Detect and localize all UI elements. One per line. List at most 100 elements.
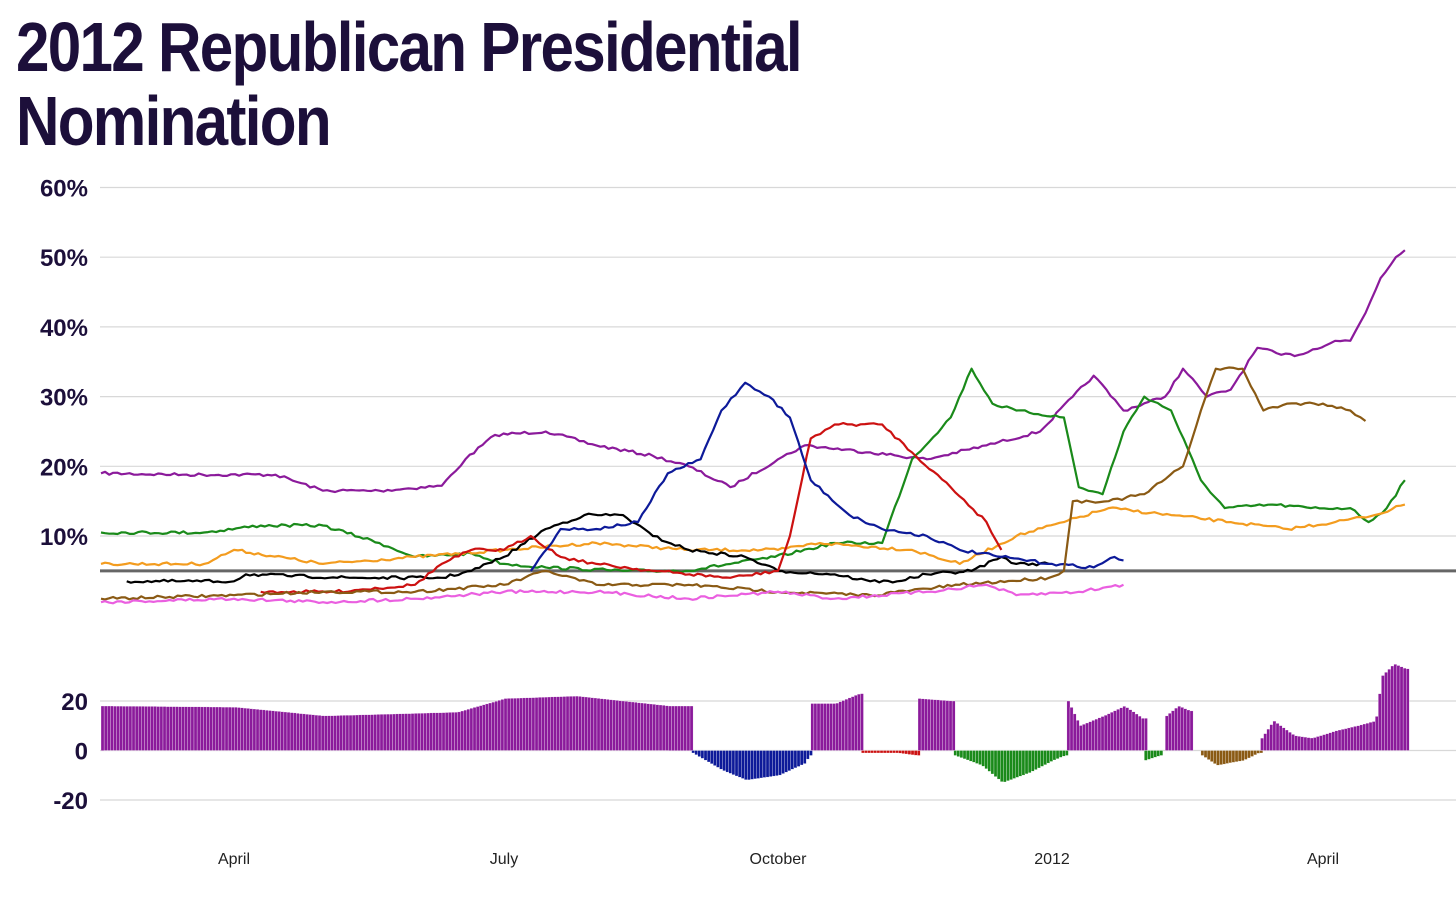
margin-bar bbox=[113, 705, 117, 751]
margin-bar bbox=[860, 693, 864, 751]
margin-bar bbox=[544, 696, 548, 751]
margin-bar bbox=[1337, 729, 1342, 751]
margin-bar bbox=[787, 750, 791, 771]
margin-bar bbox=[255, 709, 260, 751]
margin-bar bbox=[330, 715, 334, 751]
margin-bar bbox=[917, 698, 922, 751]
margin-bar bbox=[706, 750, 711, 763]
margin-bar bbox=[741, 750, 745, 779]
margin-bar bbox=[575, 695, 579, 751]
margin-bar bbox=[841, 700, 846, 751]
margin-bar bbox=[686, 705, 691, 751]
margin-bar bbox=[339, 715, 343, 751]
margin-bar bbox=[945, 700, 950, 751]
margin-bar bbox=[759, 750, 764, 779]
margin-bar bbox=[1171, 710, 1175, 751]
margin-bar bbox=[978, 750, 982, 765]
margin-bar bbox=[1046, 750, 1050, 764]
margin-bar bbox=[1177, 706, 1181, 751]
top-y-tick-label: 60% bbox=[40, 176, 88, 203]
margin-bar bbox=[438, 712, 443, 751]
margin-bar bbox=[373, 714, 378, 751]
margin-bar bbox=[212, 706, 216, 751]
series-line-2 bbox=[100, 367, 1406, 574]
margin-bar bbox=[609, 699, 613, 751]
margin-bar bbox=[370, 714, 374, 751]
margin-bar bbox=[889, 750, 893, 754]
margin-bar bbox=[965, 750, 970, 761]
margin-bar bbox=[716, 750, 720, 768]
margin-bar bbox=[1058, 750, 1063, 758]
margin-bar bbox=[1347, 727, 1351, 751]
margin-bar bbox=[1294, 735, 1298, 751]
margin-bar bbox=[299, 713, 303, 751]
margin-bar bbox=[882, 750, 887, 754]
margin-bar bbox=[153, 706, 157, 751]
top-y-tick-label: 40% bbox=[40, 315, 88, 342]
top-y-tick-label: 50% bbox=[40, 245, 88, 272]
margin-bar bbox=[327, 715, 331, 751]
margin-bar bbox=[1384, 672, 1388, 751]
margin-bar bbox=[643, 703, 647, 751]
margin-bar bbox=[209, 706, 213, 751]
margin-bar bbox=[448, 712, 452, 751]
margin-bar bbox=[1291, 734, 1295, 751]
margin-bar bbox=[286, 712, 291, 751]
margin-bar bbox=[1244, 750, 1248, 760]
margin-bar bbox=[1225, 750, 1229, 764]
top-y-tick-label: 30% bbox=[40, 385, 88, 412]
margin-bar bbox=[345, 715, 350, 751]
margin-bar bbox=[1015, 750, 1019, 778]
margin-bar bbox=[984, 750, 988, 769]
margin-bar bbox=[870, 750, 874, 754]
margin-bar bbox=[1353, 726, 1357, 751]
margin-bar bbox=[907, 750, 912, 755]
margin-bar bbox=[308, 714, 312, 751]
margin-bar bbox=[1393, 664, 1398, 751]
margin-bar bbox=[1216, 750, 1220, 766]
margin-bar bbox=[413, 713, 418, 751]
margin-bar bbox=[1113, 710, 1117, 751]
margin-bar bbox=[258, 709, 263, 751]
margin-bar bbox=[1072, 713, 1077, 751]
margin-bar bbox=[778, 750, 782, 776]
margin-bar bbox=[1297, 736, 1301, 751]
bottom-chart-y-tick-labels: 20 0 -20 bbox=[53, 689, 88, 815]
margin-bar bbox=[531, 697, 536, 751]
margin-bar bbox=[700, 750, 705, 759]
margin-bar bbox=[324, 715, 328, 751]
margin-bar bbox=[1085, 722, 1089, 751]
top-chart-y-tick-labels: 10% 20% 30% 40% 50% 60% bbox=[40, 176, 88, 552]
margin-bar bbox=[200, 706, 204, 751]
margin-bar bbox=[972, 750, 976, 763]
margin-bar bbox=[1319, 735, 1323, 751]
margin-bar bbox=[806, 750, 810, 760]
top-y-tick-label: 10% bbox=[40, 524, 88, 551]
margin-bar bbox=[975, 750, 979, 764]
margin-bar bbox=[193, 706, 198, 751]
margin-bar bbox=[1110, 712, 1114, 751]
margin-bar bbox=[1269, 724, 1274, 751]
margin-bar bbox=[1325, 733, 1329, 751]
margin-bar bbox=[803, 750, 807, 764]
margin-bar bbox=[351, 714, 356, 751]
margin-bar bbox=[772, 750, 776, 777]
margin-bar bbox=[435, 712, 440, 751]
margin-bar bbox=[1043, 750, 1047, 765]
margin-bar bbox=[753, 750, 757, 780]
margin-bar bbox=[796, 750, 801, 767]
margin-bar bbox=[674, 705, 678, 751]
margin-bar bbox=[203, 706, 207, 751]
margin-bar bbox=[1282, 727, 1286, 751]
margin-bar bbox=[559, 696, 564, 751]
margin-bar bbox=[1082, 724, 1086, 751]
margin-bar bbox=[1159, 750, 1164, 756]
margin-bar bbox=[407, 713, 412, 751]
margin-bar bbox=[689, 705, 694, 751]
margin-bar bbox=[293, 712, 297, 751]
margin-bar bbox=[417, 713, 421, 751]
margin-bar bbox=[1034, 750, 1038, 770]
margin-bar bbox=[444, 712, 449, 751]
margin-bar bbox=[1322, 734, 1326, 751]
margin-bar bbox=[1306, 737, 1311, 751]
